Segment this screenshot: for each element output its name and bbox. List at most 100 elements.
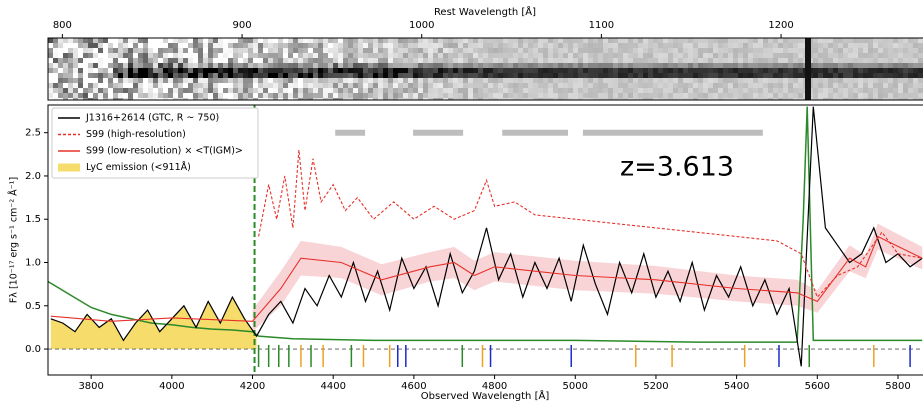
pixel	[193, 48, 198, 53]
pixel	[223, 63, 228, 68]
pixel	[678, 68, 683, 73]
pixel	[878, 68, 883, 73]
pixel	[558, 93, 563, 98]
pixel	[758, 78, 763, 83]
pixel	[733, 43, 738, 48]
legend-label: S99 (high-resolution)	[86, 129, 186, 140]
pixel	[548, 93, 553, 98]
pixel	[543, 83, 548, 88]
pixel	[638, 63, 643, 68]
pixel	[173, 98, 178, 100]
pixel	[293, 38, 298, 43]
pixel	[233, 73, 238, 78]
pixel	[248, 38, 253, 43]
pixel	[463, 93, 468, 98]
pixel	[743, 93, 748, 98]
pixel	[623, 88, 628, 93]
pixel	[468, 93, 473, 98]
pixel	[303, 58, 308, 63]
pixel	[718, 68, 723, 73]
pixel	[203, 43, 208, 48]
pixel	[493, 98, 498, 100]
pixel	[143, 68, 148, 73]
pixel	[168, 88, 173, 93]
pixel	[668, 73, 673, 78]
pixel	[58, 98, 63, 100]
pixel	[488, 93, 493, 98]
pixel	[88, 68, 93, 73]
pixel	[688, 58, 693, 63]
pixel	[633, 68, 638, 73]
pixel	[538, 38, 543, 43]
pixel	[798, 53, 803, 58]
pixel	[738, 83, 743, 88]
pixel	[653, 58, 658, 63]
pixel	[883, 48, 888, 53]
pixel	[718, 98, 723, 100]
pixel	[268, 63, 273, 68]
pixel	[258, 53, 263, 58]
pixel	[178, 63, 183, 68]
pixel	[848, 43, 853, 48]
pixel	[833, 53, 838, 58]
pixel	[158, 58, 163, 63]
pixel	[783, 98, 788, 100]
pixel	[793, 43, 798, 48]
pixel	[703, 98, 708, 100]
pixel	[778, 73, 783, 78]
pixel	[348, 58, 353, 63]
pixel	[248, 53, 253, 58]
pixel	[548, 63, 553, 68]
pixel	[238, 88, 243, 93]
pixel	[358, 73, 363, 78]
pixel	[853, 48, 858, 53]
pixel	[758, 73, 763, 78]
pixel	[93, 78, 98, 83]
pixel	[828, 93, 833, 98]
pixel	[143, 63, 148, 68]
pixel	[893, 58, 898, 63]
pixel	[433, 88, 438, 93]
pixel	[233, 63, 238, 68]
pixel	[423, 38, 428, 43]
pixel	[278, 83, 283, 88]
pixel	[478, 78, 483, 83]
pixel	[583, 88, 588, 93]
pixel	[123, 43, 128, 48]
pixel	[788, 73, 793, 78]
pixel	[288, 88, 293, 93]
pixel	[693, 98, 698, 100]
pixel	[143, 93, 148, 98]
pixel	[513, 73, 518, 78]
pixel	[358, 88, 363, 93]
pixel	[733, 73, 738, 78]
pixel	[818, 98, 823, 100]
pixel	[723, 48, 728, 53]
pixel	[438, 98, 443, 100]
pixel	[183, 73, 188, 78]
pixel	[903, 83, 908, 88]
pixel	[308, 78, 313, 83]
pixel	[578, 63, 583, 68]
pixel	[393, 63, 398, 68]
pixel	[348, 63, 353, 68]
pixel	[153, 48, 158, 53]
pixel	[403, 58, 408, 63]
pixel	[908, 38, 913, 43]
pixel	[898, 98, 903, 100]
pixel	[563, 48, 568, 53]
pixel	[158, 68, 163, 73]
pixel	[633, 93, 638, 98]
pixel	[288, 73, 293, 78]
pixel	[613, 43, 618, 48]
pixel	[188, 98, 193, 100]
pixel	[718, 43, 723, 48]
pixel	[478, 58, 483, 63]
pixel	[813, 38, 818, 43]
pixel	[63, 58, 68, 63]
pixel	[728, 73, 733, 78]
pixel	[163, 48, 168, 53]
pixel	[403, 43, 408, 48]
pixel	[783, 38, 788, 43]
pixel	[173, 93, 178, 98]
